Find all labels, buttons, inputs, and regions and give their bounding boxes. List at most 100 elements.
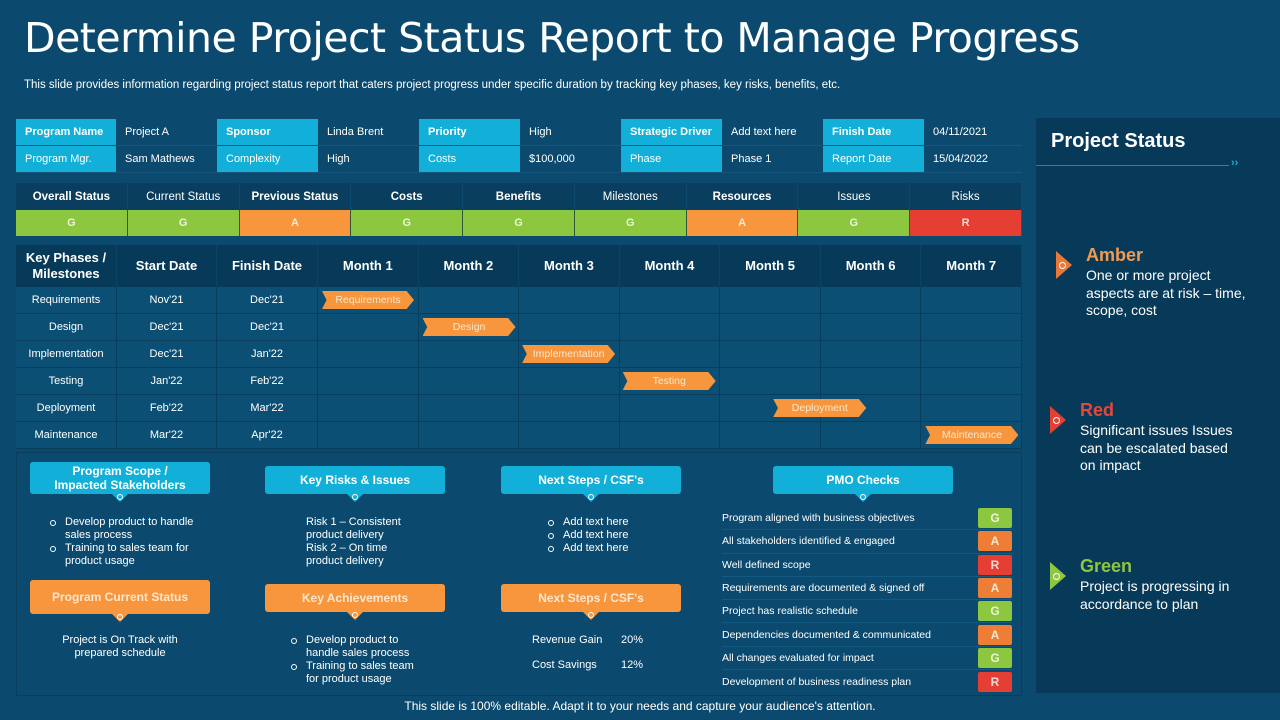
scope-callout: Program Scope / Impacted Stakeholders: [30, 462, 210, 500]
achievements-list: Develop product to handle sales process …: [288, 634, 428, 686]
status-badge: G: [798, 210, 911, 236]
gantt-header: Key Phases / Milestones: [16, 245, 117, 287]
table-row: Requirements Nov'21 Dec'21 Requirements: [16, 287, 1022, 314]
month-cell: [418, 341, 520, 368]
next-steps-2-title: Next Steps / CSF's: [538, 591, 644, 605]
month-cell: Testing: [619, 368, 721, 395]
triangle-marker-icon: [1050, 406, 1066, 434]
finish-date: Dec'21: [217, 314, 318, 341]
info-label: Costs: [419, 146, 520, 173]
start-date: Dec'21: [117, 341, 217, 368]
month-cell: Maintenance: [921, 422, 1022, 449]
table-row: Testing Jan'22 Feb'22 Testing: [16, 368, 1022, 395]
month-cell: [820, 422, 922, 449]
start-date: Feb'22: [117, 395, 217, 422]
circle-icon: [117, 614, 123, 620]
circle-icon: [588, 612, 594, 618]
status-header: Milestones: [574, 183, 687, 210]
triangle-marker-icon: [1050, 562, 1066, 590]
project-status-legend-panel: Project Status ›› Amber One or more proj…: [1036, 118, 1280, 693]
month-cell: [820, 368, 922, 395]
triangle-marker-icon: [1056, 251, 1072, 279]
table-row: Deployment Feb'22 Mar'22 Deployment: [16, 395, 1022, 422]
status-header: Overall Status: [16, 183, 128, 210]
metric-value: 12%: [621, 659, 644, 671]
info-value: 04/11/2021: [924, 119, 1022, 146]
info-value: High: [318, 146, 419, 173]
status-badge: R: [978, 671, 1012, 692]
month-cell: Design: [418, 314, 520, 341]
gantt-header: Month 5: [720, 245, 821, 287]
metric-row: Revenue Gain 20%: [532, 634, 643, 646]
details-panel: Program Scope / Impacted Stakeholders De…: [16, 452, 1022, 696]
status-header: Issues: [798, 183, 911, 210]
status-badge: G: [978, 601, 1012, 622]
legend-name: Amber: [1086, 245, 1144, 265]
risks-callout: Key Risks & Issues: [265, 466, 445, 500]
status-header: Resources: [686, 183, 799, 210]
page-subtitle: This slide provides information regardin…: [24, 79, 841, 91]
info-value: Phase 1: [722, 146, 823, 173]
pmo-check-label: All changes evaluated for impact: [722, 651, 874, 664]
month-cell: [820, 341, 922, 368]
month-cell: [619, 287, 721, 314]
month-cell: [921, 395, 1022, 422]
scope-title: Program Scope / Impacted Stakeholders: [54, 464, 186, 492]
metric-label: Cost Savings: [532, 659, 597, 671]
pmo-check-label: Dependencies documented & communicated: [722, 628, 931, 641]
info-value: High: [520, 119, 621, 146]
start-date: Jan'22: [117, 368, 217, 395]
info-value: Add text here: [722, 119, 823, 146]
metric-label: Revenue Gain: [532, 634, 603, 646]
month-cell: [418, 287, 520, 314]
circle-icon: [588, 494, 594, 500]
info-value: 15/04/2022: [924, 146, 1022, 173]
phase-name: Deployment: [16, 395, 117, 422]
status-header: Benefits: [463, 183, 575, 210]
month-cell: [318, 314, 419, 341]
status-header: Risks: [910, 183, 1022, 210]
month-cell: [318, 341, 419, 368]
phase-name: Requirements: [16, 287, 117, 314]
month-cell: [921, 314, 1022, 341]
scope-list: Develop product to handle sales process …: [47, 516, 217, 568]
month-cell: [720, 368, 821, 395]
next-steps-title: Next Steps / CSF's: [538, 473, 644, 487]
risk-line: product delivery: [306, 529, 384, 541]
status-badge: G: [351, 210, 464, 236]
pmo-check-label: Project has realistic schedule: [722, 605, 858, 618]
list-item: Develop product to handle sales process: [288, 634, 428, 660]
gantt-header: Month 7: [921, 245, 1022, 287]
pmo-check-row: Requirements are documented & signed off…: [722, 577, 1012, 601]
month-cell: Requirements: [318, 287, 419, 314]
info-value: Sam Mathews: [116, 146, 217, 173]
gantt-bar: Design: [422, 318, 516, 336]
month-cell: [921, 287, 1022, 314]
list-item: Add text here: [545, 516, 665, 529]
pmo-check-label: Program aligned with business objectives: [722, 512, 915, 525]
pmo-check-row: All changes evaluated for impact G: [722, 647, 1012, 671]
month-cell: [519, 287, 620, 314]
pmo-check-label: Requirements are documented & signed off: [722, 582, 925, 595]
legend-title: Project Status: [1051, 130, 1186, 152]
month-cell: [318, 422, 419, 449]
status-header: Current Status: [127, 183, 240, 210]
month-cell: [418, 395, 520, 422]
phase-name: Testing: [16, 368, 117, 395]
pmo-check-label: All stakeholders identified & engaged: [722, 535, 895, 548]
status-badge: G: [127, 210, 240, 236]
next-steps-2-callout: Next Steps / CSF's: [501, 584, 681, 618]
info-value: $100,000: [520, 146, 621, 173]
month-cell: [619, 422, 721, 449]
info-value: Project A: [116, 119, 217, 146]
list-item: Training to sales team for product usage: [288, 660, 428, 686]
gantt-bar: Maintenance: [925, 426, 1019, 444]
month-cell: [619, 314, 721, 341]
info-value: Linda Brent: [318, 119, 419, 146]
start-date: Mar'22: [117, 422, 217, 449]
status-badge: G: [978, 508, 1012, 529]
pmo-callout: PMO Checks: [773, 466, 953, 500]
status-badge: G: [16, 210, 128, 236]
month-cell: [519, 368, 620, 395]
gantt-bar: Deployment: [773, 399, 867, 417]
